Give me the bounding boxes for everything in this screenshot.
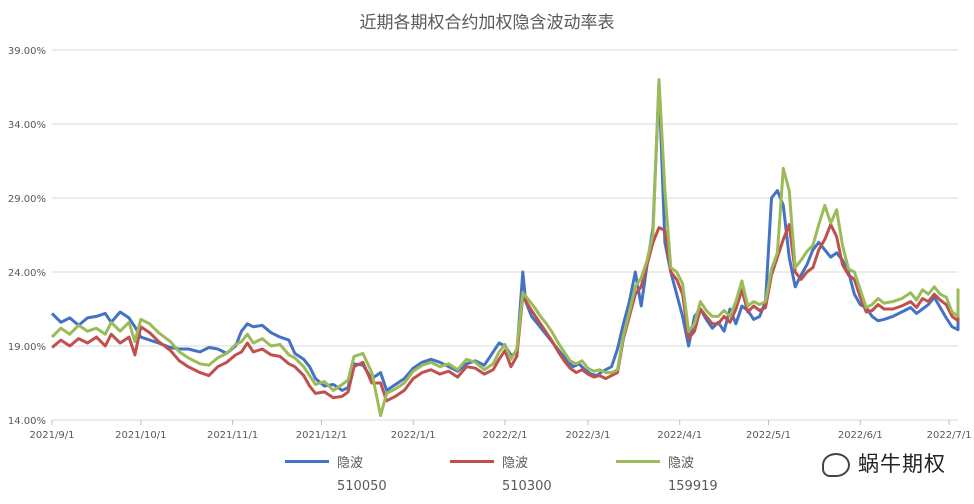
x-tick-label: 2022/6/1 [838, 430, 883, 441]
y-tick-label: 34.00% [8, 120, 46, 131]
series-line-510050 [50, 82, 960, 392]
x-tick-label: 2022/5/1 [746, 430, 791, 441]
legend-label: 隐波 [337, 456, 364, 471]
legend-item-159919: 隐波 159919 [616, 452, 718, 494]
legend-code: 159919 [668, 479, 718, 494]
x-tick-label: 2022/2/1 [483, 430, 528, 441]
y-tick-label: 24.00% [8, 268, 46, 279]
legend-code: 510050 [337, 479, 387, 494]
legend-swatch-510050 [285, 460, 329, 463]
legend-label: 隐波 [502, 456, 529, 471]
x-tick-label: 2022/1/1 [391, 430, 436, 441]
x-tick-label: 2022/3/1 [565, 430, 610, 441]
chart-title: 近期各期权合约加权隐含波动率表 [359, 13, 615, 33]
y-tick-label: 29.00% [8, 194, 46, 205]
series-line-510300 [51, 223, 960, 403]
x-axis: 2021/9/1 2021/10/1 2021/11/1 2021/12/1 2022/… [30, 420, 972, 441]
wechat-icon [822, 453, 850, 477]
y-tick-label: 39.00% [8, 46, 46, 57]
series-lines [50, 78, 960, 418]
legend-swatch-159919 [616, 460, 660, 463]
y-axis: 14.00% 19.00% 24.00% 29.00% 34.00% 39.00% [8, 46, 46, 427]
legend-code: 510300 [502, 479, 552, 494]
y-tick-label: 14.00% [8, 416, 46, 427]
legend-item-510050: 隐波 510050 [285, 452, 387, 494]
x-tick-label: 2021/12/1 [296, 430, 347, 441]
watermark: 蜗牛期权 [822, 448, 946, 478]
grid-lines [52, 49, 958, 421]
legend-item-510300: 隐波 510300 [450, 452, 552, 494]
x-tick-label: 2021/11/1 [207, 430, 258, 441]
x-tick-label: 2022/4/1 [657, 430, 702, 441]
x-tick-label: 2021/10/1 [115, 430, 166, 441]
legend-swatch-510300 [450, 460, 494, 463]
y-tick-label: 19.00% [8, 342, 46, 353]
x-tick-label: 2021/9/1 [30, 430, 75, 441]
legend-label: 隐波 [668, 456, 695, 471]
series-line-159919 [50, 78, 960, 418]
x-tick-label: 2022/7/1 [927, 430, 972, 441]
watermark-text: 蜗牛期权 [858, 452, 946, 476]
